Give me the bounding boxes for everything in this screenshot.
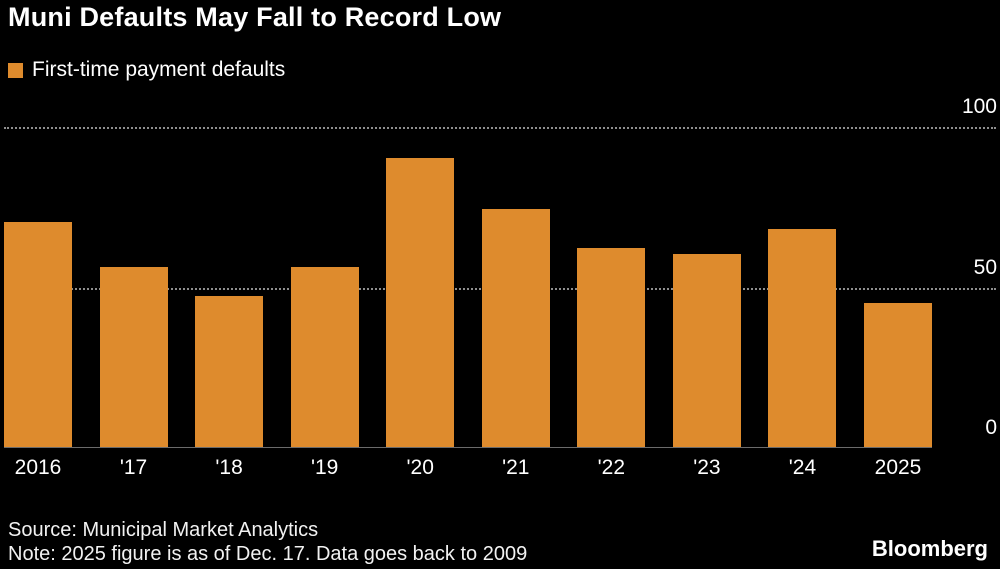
gridline-100: [4, 127, 996, 129]
plot-area: 0 50 100: [4, 95, 997, 448]
y-tick-label-100: 100: [961, 95, 997, 118]
note-text: Note: 2025 figure is as of Dec. 17. Data…: [8, 543, 528, 565]
bar-'22: [577, 247, 646, 447]
bar-'20: [386, 158, 455, 447]
y-tick-label-50: 50: [973, 255, 997, 279]
bar-'24: [768, 228, 837, 447]
bloomberg-logo: Bloomberg: [871, 536, 988, 561]
x-tick-label-24: '24: [788, 456, 817, 479]
x-tick-label-2016: 2016: [14, 456, 62, 479]
x-tick-label-17: '17: [119, 456, 148, 479]
legend-label: First-time payment defaults: [32, 58, 286, 81]
bar-'17: [99, 267, 168, 447]
x-tick-label-2025: 2025: [874, 456, 922, 479]
legend: First-time payment defaults: [8, 58, 285, 82]
legend-swatch-icon: [8, 62, 23, 78]
chart-title: Muni Defaults May Fall to Record Low: [8, 2, 502, 32]
x-tick-label-22: '22: [597, 456, 626, 479]
x-tick-label-20: '20: [406, 456, 434, 479]
x-axis-labels: 2016 '17 '18 '19 '20 '21 '22 '23 '24 2025: [4, 456, 932, 486]
x-tick-label-21: '21: [502, 456, 530, 479]
bar-2025: [864, 302, 932, 447]
x-tick-label-18: '18: [215, 456, 243, 479]
y-tick-label-0: 0: [985, 416, 997, 439]
x-tick-label-23: '23: [693, 456, 721, 479]
bar-'19: [290, 267, 359, 447]
x-tick-label-19: '19: [310, 456, 339, 479]
bar-'21: [481, 209, 550, 447]
bar-'18: [195, 296, 264, 447]
x-axis-line: [4, 447, 932, 448]
source-text: Source: Municipal Market Analytics: [8, 519, 319, 541]
bar-2016: [4, 222, 72, 447]
bar-'23: [672, 254, 741, 447]
